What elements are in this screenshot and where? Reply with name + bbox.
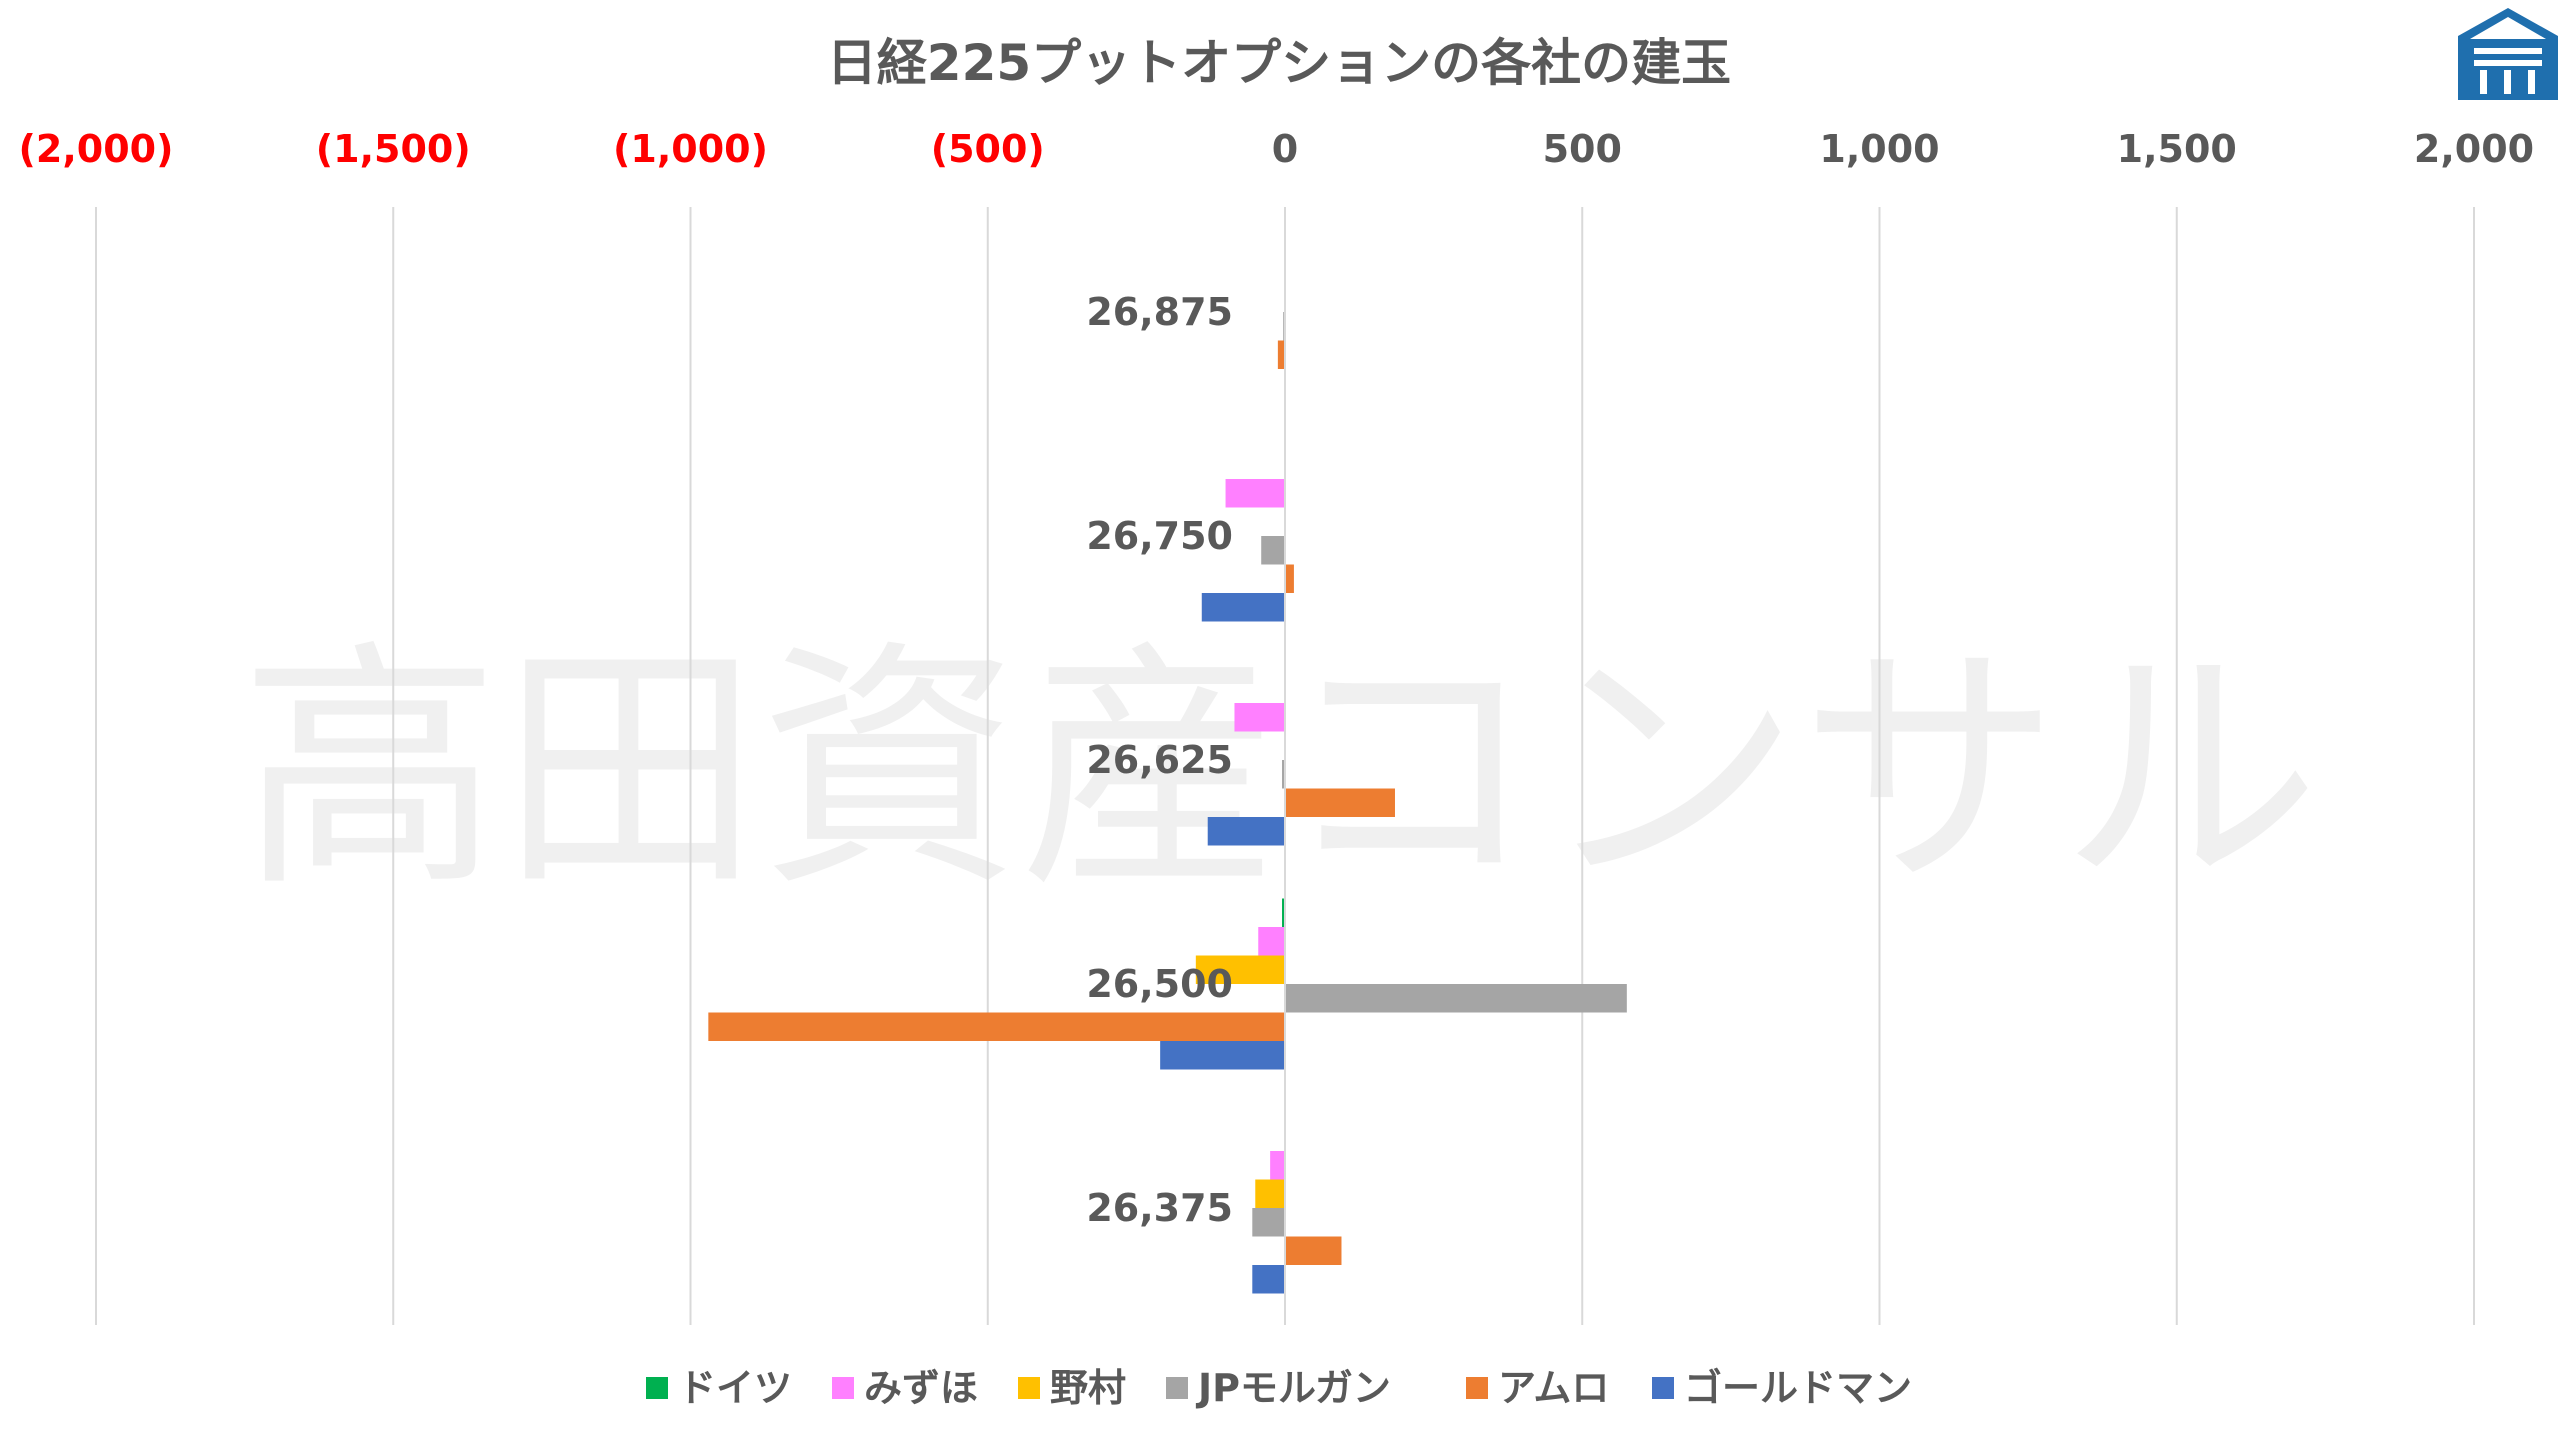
x-tick-label: (500) [931, 127, 1045, 171]
building-logo-icon [2458, 8, 2558, 100]
bar [1285, 788, 1395, 817]
legend: ドイツ みずほ 野村 JPモルガン アムロ ゴールドマン [646, 1366, 1912, 1410]
watermark-text: 高田資産コンサル [240, 620, 2320, 922]
chart-title: 日経225プットオプションの各社の建玉 [827, 34, 1731, 92]
bar [1201, 593, 1285, 622]
category-label: 26,750 [1086, 514, 1233, 558]
legend-label: アムロ [1498, 1366, 1609, 1410]
bar [1252, 1265, 1285, 1294]
x-tick-label: 500 [1543, 127, 1622, 171]
bar [1285, 564, 1294, 593]
bar [1261, 536, 1285, 565]
legend-swatch [646, 1377, 668, 1399]
y-axis-category-labels: 26,875 26,750 26,625 26,500 26,375 [1086, 290, 1233, 1230]
bar [1270, 1151, 1285, 1180]
x-tick-label: 2,000 [2414, 127, 2534, 171]
category-label: 26,875 [1086, 290, 1233, 334]
x-tick-label: (2,000) [19, 127, 174, 171]
bar [1285, 1236, 1342, 1265]
legend-swatch [1652, 1377, 1674, 1399]
legend-swatch [1466, 1377, 1488, 1399]
bar [1277, 340, 1285, 369]
bar [1252, 1208, 1285, 1237]
legend-swatch [1166, 1377, 1188, 1399]
bar [1234, 703, 1285, 732]
x-tick-label: 0 [1272, 127, 1298, 171]
bar [1258, 927, 1285, 956]
x-tick-label: (1,500) [316, 127, 471, 171]
bar [1160, 1041, 1285, 1070]
legend-label: みずほ [864, 1366, 978, 1410]
x-tick-label: 1,000 [1819, 127, 1939, 171]
x-tick-label: 1,500 [2117, 127, 2237, 171]
category-label: 26,375 [1086, 1186, 1233, 1230]
legend-label: ドイツ [678, 1366, 792, 1410]
bar [1195, 955, 1285, 984]
bar [1285, 984, 1627, 1013]
bar [708, 1012, 1285, 1041]
legend-swatch [832, 1377, 854, 1399]
bar [1207, 817, 1285, 846]
x-axis-tick-labels: (2,000) (1,500) (1,000) (500) 0 500 1,000 1,500… [19, 127, 2535, 171]
category-label: 26,500 [1086, 962, 1233, 1006]
bar [1225, 479, 1285, 508]
bars [708, 207, 1627, 1325]
category-label: 26,625 [1086, 738, 1233, 782]
x-tick-label: (1,000) [613, 127, 768, 171]
legend-label: ゴールドマン [1684, 1366, 1912, 1410]
bar [1255, 1179, 1285, 1208]
bar [1282, 898, 1285, 927]
legend-label: JPモルガン [1195, 1366, 1391, 1410]
legend-label: 野村 [1050, 1366, 1126, 1410]
bar [1282, 760, 1285, 789]
legend-swatch [1018, 1377, 1040, 1399]
